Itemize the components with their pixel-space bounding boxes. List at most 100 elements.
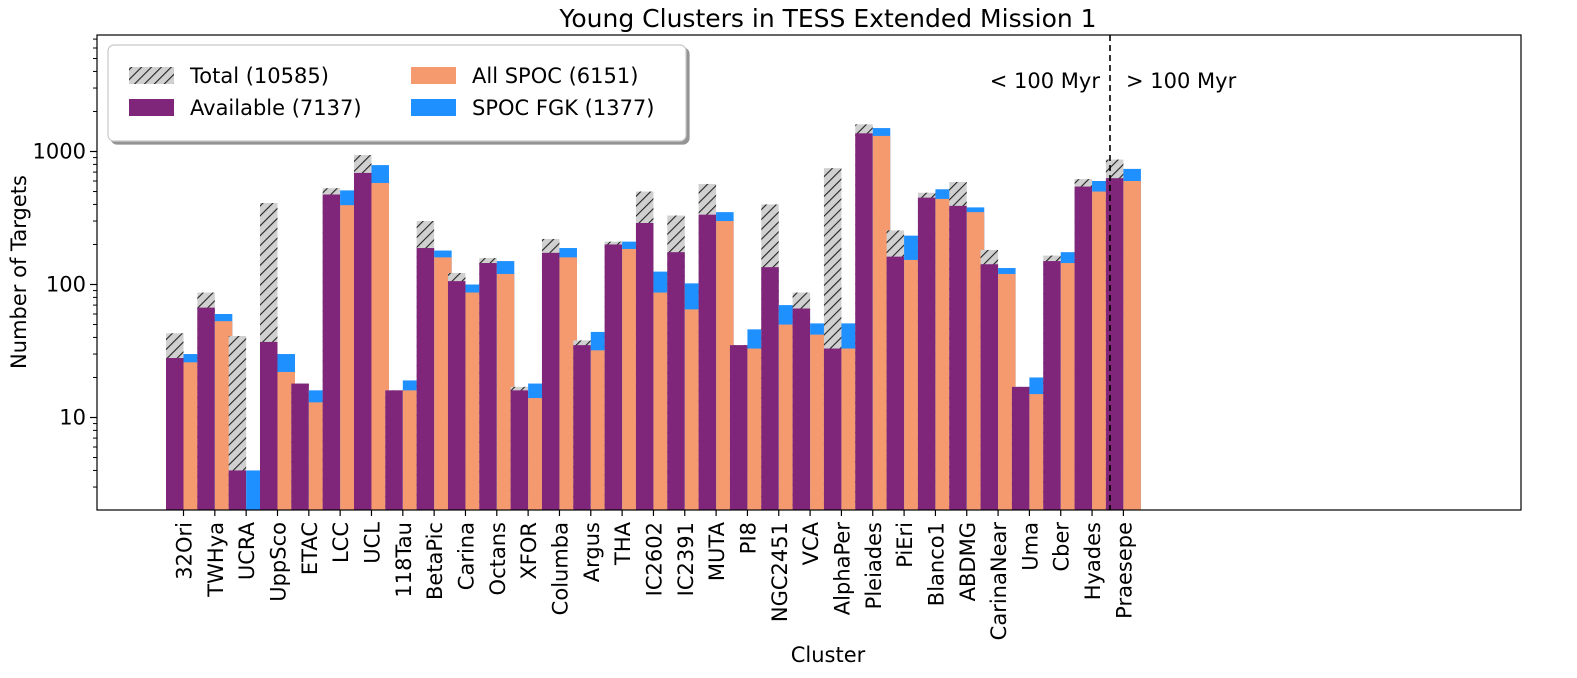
bar-available-octans xyxy=(479,263,497,510)
x-tick-label: BetaPic xyxy=(423,522,447,600)
x-tick-label: Blanco1 xyxy=(924,522,948,606)
bar-spoc-fgk-ucra xyxy=(246,470,264,510)
bar-all-spoc-118tau xyxy=(402,390,421,510)
annotation-old: > 100 Myr xyxy=(1126,69,1237,93)
legend-label-available: Available (7137) xyxy=(190,96,362,120)
x-tick-label: TWHya xyxy=(204,522,228,598)
bar-available-alphaper xyxy=(823,348,842,510)
bar-available-cber xyxy=(1043,261,1061,510)
bar-all-spoc-hyades xyxy=(1092,191,1110,510)
legend-swatch-all-spoc xyxy=(411,67,456,84)
bar-available-ngc2451 xyxy=(761,267,779,510)
chart-title: Young Clusters in TESS Extended Mission … xyxy=(558,4,1096,33)
legend-label-spoc-fgk: SPOC FGK (1377) xyxy=(472,96,655,120)
bar-all-spoc-carinanear xyxy=(998,273,1016,510)
bar-available-hyades xyxy=(1074,186,1093,510)
bar-all-spoc-ngc2451 xyxy=(778,324,797,510)
bar-available-twhya xyxy=(197,307,215,510)
bar-all-spoc-cber xyxy=(1060,263,1079,510)
legend: Total (10585) Available (7137) All SPOC … xyxy=(107,44,687,142)
bar-all-spoc-argus xyxy=(590,350,609,510)
bar-available-betapic xyxy=(416,248,435,511)
bar-available-blanco1 xyxy=(917,197,936,510)
x-tick-label: IC2391 xyxy=(674,522,698,596)
y-axis: 10 100 1000 xyxy=(33,38,97,488)
bar-total-ucra xyxy=(228,335,247,510)
x-tick-label: PiEri xyxy=(893,522,917,568)
bar-available-uma xyxy=(1011,386,1030,510)
bar-available-carinanear xyxy=(980,264,999,510)
bar-all-spoc-praesepe xyxy=(1123,181,1141,510)
x-tick-label: AlphaPer xyxy=(830,522,854,616)
bar-all-spoc-pleiades xyxy=(872,135,891,510)
bar-available-uppsco xyxy=(259,341,278,510)
x-tick-label: Uma xyxy=(1018,522,1042,571)
bar-all-spoc-32ori xyxy=(183,362,201,510)
bar-available-118tau xyxy=(385,390,403,510)
bar-available-ic2602 xyxy=(635,223,654,510)
x-tick-label: Cber xyxy=(1050,522,1074,572)
bar-all-spoc-xfor xyxy=(528,398,546,510)
bar-all-spoc-uma xyxy=(1029,394,1047,510)
legend-label-total: Total (10585) xyxy=(189,64,329,88)
x-tick-label: Pleiades xyxy=(862,522,886,609)
bar-all-spoc-ucl xyxy=(371,182,389,510)
bar-available-praesepe xyxy=(1105,178,1124,510)
bar-available-ucl xyxy=(353,172,372,510)
x-tick-label: NGC2451 xyxy=(768,522,792,622)
bar-available-muta xyxy=(698,214,717,510)
x-tick-label: Praesepe xyxy=(1112,522,1136,619)
x-tick-label: PI8 xyxy=(736,522,760,554)
annotation-young: < 100 Myr xyxy=(990,69,1101,93)
bar-available-carina xyxy=(447,281,466,510)
y-tick-label: 100 xyxy=(46,273,86,297)
bar-all-spoc-pi8 xyxy=(747,348,765,510)
bar-available-pleiades xyxy=(855,133,873,510)
bar-all-spoc-uppsco xyxy=(277,371,295,510)
bar-all-spoc-tha xyxy=(622,248,640,510)
bar-available-pi8 xyxy=(729,345,748,510)
bar-available-xfor xyxy=(510,390,529,510)
legend-swatch-total xyxy=(129,67,174,84)
bar-available-abdmg xyxy=(949,205,967,510)
x-tick-label: IC2602 xyxy=(642,522,666,596)
bar-all-spoc-blanco1 xyxy=(935,198,953,511)
legend-box xyxy=(107,44,687,142)
x-tick-label: VCA xyxy=(799,521,823,565)
bar-available-ic2391 xyxy=(667,252,685,510)
plot-area xyxy=(166,124,1141,511)
bar-all-spoc-twhya xyxy=(214,321,233,510)
x-tick-label: 32Ori xyxy=(173,522,197,580)
bar-all-spoc-carina xyxy=(465,292,483,510)
bar-all-spoc-pieri xyxy=(904,259,922,510)
x-axis: 32Ori TWHya UCRA UppSco ETAC LCC UCL 118Tau Beta… xyxy=(173,510,1136,641)
x-tick-label: MUTA xyxy=(705,521,729,581)
y-tick-label: 10 xyxy=(59,406,86,430)
bar-all-spoc-vca xyxy=(810,334,828,510)
bar-available-tha xyxy=(604,244,623,510)
bar-available-columba xyxy=(541,252,560,510)
x-tick-label: THA xyxy=(611,521,635,566)
bar-available-pieri xyxy=(886,256,905,510)
x-tick-label: CarinaNear xyxy=(987,522,1011,641)
bar-all-spoc-columba xyxy=(559,257,577,510)
bar-all-spoc-lcc xyxy=(340,205,358,510)
x-tick-label: LCC xyxy=(329,522,353,563)
x-tick-label: UppSco xyxy=(266,522,290,602)
bar-all-spoc-etac xyxy=(308,402,327,510)
bar-all-spoc-alphaper xyxy=(841,348,859,510)
bar-available-etac xyxy=(291,383,309,510)
bar-all-spoc-octans xyxy=(496,273,515,510)
y-axis-label: Number of Targets xyxy=(7,175,31,369)
bar-available-ucra xyxy=(228,470,247,510)
bar-all-spoc-ic2391 xyxy=(684,309,703,510)
bar-all-spoc-betapic xyxy=(434,257,452,510)
y-tick-label: 1000 xyxy=(33,140,86,164)
bar-available-vca xyxy=(792,308,811,510)
x-tick-label: UCRA xyxy=(235,521,259,580)
legend-swatch-spoc-fgk xyxy=(411,99,456,116)
x-tick-label: Columba xyxy=(548,522,572,615)
legend-swatch-available xyxy=(129,99,174,116)
x-tick-label: UCL xyxy=(360,522,384,564)
